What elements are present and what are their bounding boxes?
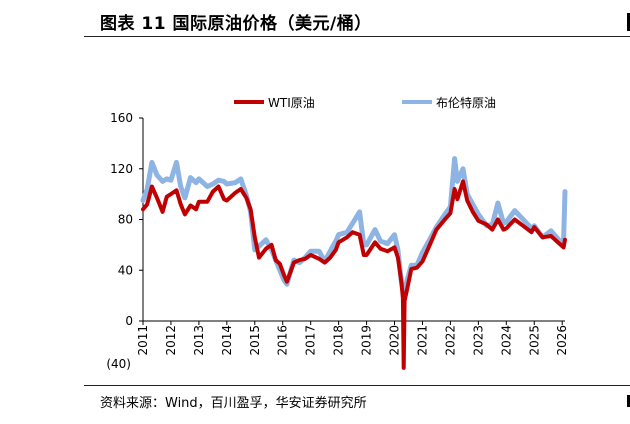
legend: WTI原油 布伦特原油 — [234, 95, 496, 110]
x-tick-label: 2013 — [192, 325, 206, 356]
y-tick-label: 80 — [118, 213, 133, 227]
x-tick-label: 2019 — [360, 325, 374, 356]
x-tick-label: 2022 — [443, 325, 457, 356]
x-tick-label: 2026 — [555, 325, 569, 356]
crude-oil-price-chart: (40) 0 40 80 120 160 2011 2012 2013 2014 2015 2016 2… — [106, 95, 569, 371]
x-tick-label: 2025 — [527, 325, 541, 356]
x-tick-label: 2014 — [220, 325, 234, 356]
x-tick-label: 2023 — [471, 325, 485, 356]
edge-fragment-top — [627, 13, 630, 31]
x-tick-label: 2020 — [388, 325, 402, 356]
x-tick-label: 2017 — [304, 325, 318, 356]
page-title: 图表 11 国际原油价格（美元/桶） — [100, 14, 372, 34]
legend-label-brent: 布伦特原油 — [436, 95, 496, 110]
y-tick-label: (40) — [106, 357, 131, 371]
title-underline — [84, 36, 630, 37]
y-tick-label: 0 — [125, 314, 133, 328]
source-rule — [84, 385, 630, 386]
series-layer — [140, 156, 568, 370]
y-tick-label: 160 — [110, 111, 133, 125]
page-source: 资料来源：Wind，百川盈孚，华安证券研究所 — [100, 396, 367, 411]
x-tick-label: 2021 — [415, 325, 429, 356]
wti-series-line — [141, 179, 567, 370]
x-tick-label: 2016 — [276, 325, 290, 356]
x-tick-label: 2012 — [164, 325, 178, 356]
x-tick-label: 2015 — [248, 325, 262, 356]
y-tick-label: 40 — [118, 263, 133, 277]
y-tick-label: 120 — [110, 162, 133, 176]
x-tick-label: 2011 — [136, 325, 150, 356]
axes: (40) 0 40 80 120 160 2011 2012 2013 2014 2015 2016 2… — [106, 111, 569, 371]
legend-label-wti: WTI原油 — [268, 96, 315, 110]
x-tick-label: 2018 — [332, 325, 346, 356]
edge-fragment-bottom — [627, 395, 630, 407]
x-tick-label: 2024 — [499, 325, 513, 356]
